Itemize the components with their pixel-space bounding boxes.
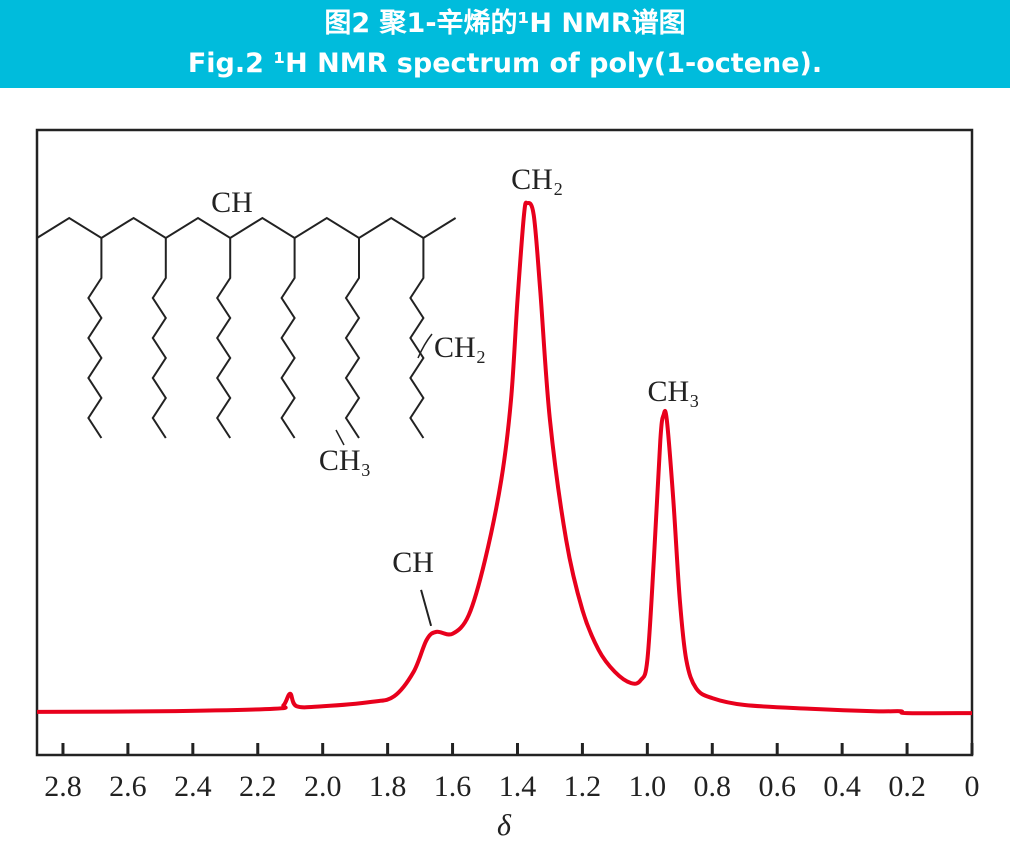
inset-label: CH [211, 186, 253, 219]
x-tick-label: 1.6 [434, 770, 472, 803]
x-tick-label: 1.8 [369, 770, 407, 803]
structure [36, 216, 457, 439]
x-tick-label: 0 [965, 770, 980, 803]
x-tick-label: 0.2 [888, 770, 926, 803]
annotation: CH₃ [648, 375, 700, 408]
x-tick-label: 2.0 [304, 770, 342, 803]
annotation: CH₂ [511, 163, 563, 196]
x-tick-label: 0.6 [758, 770, 796, 803]
spectrum [36, 200, 973, 716]
x-tick-label: 2.6 [109, 770, 147, 803]
side-chain [151, 238, 167, 439]
x-tick-label: 2.4 [174, 770, 212, 803]
header: 图2 聚1-辛烯的¹H NMR谱图 Fig.2 ¹H NMR spectrum … [0, 0, 1010, 88]
x-tick-label: 2.2 [239, 770, 277, 803]
annotation: CH [392, 546, 434, 579]
bracket [417, 333, 433, 359]
inset-label: CH₃ [319, 444, 371, 477]
x-tick-label: 1.0 [629, 770, 667, 803]
x-tick-label: 0.8 [694, 770, 732, 803]
inset-label: CH₂ [434, 331, 486, 364]
side-chain [280, 238, 296, 439]
subtitle: Fig.2 ¹H NMR spectrum of poly(1-octene). [187, 48, 823, 79]
plot-frame [35, 128, 974, 757]
x-axis-label: δ [497, 809, 512, 842]
side-chain [87, 238, 103, 439]
leader [335, 429, 345, 446]
backbone [36, 216, 457, 240]
x-tick-label: 1.2 [564, 770, 602, 803]
side-chain [344, 238, 361, 439]
title: 图2 聚1-辛烯的¹H NMR谱图 [324, 8, 686, 39]
x-tick-label: 2.8 [44, 770, 82, 803]
annotation-leader [420, 589, 433, 627]
side-chain [409, 238, 425, 439]
x-tick-label: 0.4 [823, 770, 861, 803]
x-tick-label: 1.4 [499, 770, 537, 803]
side-chain [216, 238, 232, 439]
